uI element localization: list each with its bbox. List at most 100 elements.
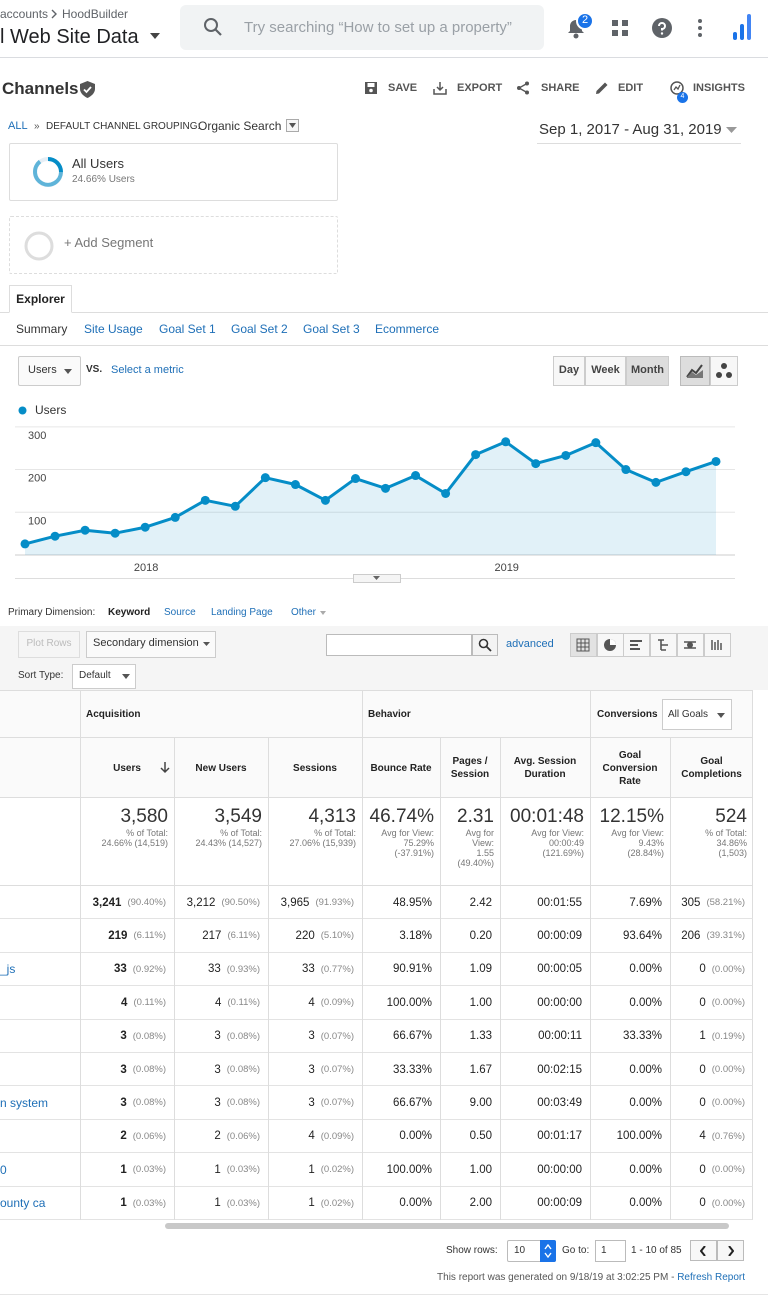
column-header[interactable]: Pages / Session bbox=[450, 756, 490, 780]
plot-rows-button[interactable] bbox=[18, 631, 80, 658]
icon-part bbox=[658, 22, 666, 31]
breadcrumb[interactable]: accounts bbox=[0, 6, 49, 21]
total-detail: % of Total: bbox=[126, 828, 168, 838]
generated-note: This report was generated on 9/18/19 at … bbox=[437, 1272, 745, 1283]
table-row bbox=[0, 1119, 753, 1154]
action-icon[interactable] bbox=[364, 81, 378, 95]
subtab[interactable]: Summary bbox=[16, 321, 68, 336]
row-name[interactable]: 0 bbox=[0, 1162, 7, 1177]
search-box[interactable] bbox=[180, 5, 544, 50]
column-header[interactable]: Sessions bbox=[293, 762, 337, 774]
icon-part bbox=[700, 1246, 706, 1256]
dimension-option[interactable]: Source bbox=[164, 606, 196, 618]
action-button[interactable]: SHARE bbox=[541, 82, 580, 95]
subtab[interactable]: Goal Set 1 bbox=[159, 321, 216, 336]
goto-value: 1 bbox=[601, 1244, 607, 1256]
subtab[interactable]: Site Usage bbox=[84, 321, 143, 336]
advanced-link[interactable]: advanced bbox=[506, 638, 554, 651]
icon-part bbox=[33, 157, 63, 187]
data-cell: 0.00% bbox=[590, 986, 670, 1019]
total-detail: Avg for View: bbox=[531, 828, 584, 838]
path-link[interactable]: ALL bbox=[8, 120, 28, 133]
column-header[interactable]: New Users bbox=[195, 762, 247, 774]
subtab[interactable]: Goal Set 2 bbox=[231, 321, 288, 336]
chart-type-line[interactable] bbox=[680, 356, 710, 386]
action-button[interactable]: SAVE bbox=[388, 82, 418, 95]
totals-row bbox=[0, 798, 753, 886]
action-icon[interactable] bbox=[595, 81, 609, 95]
action-button[interactable]: INSIGHTS bbox=[693, 82, 745, 95]
column-header[interactable]: Avg. Session Duration bbox=[513, 756, 577, 780]
help-icon[interactable] bbox=[652, 18, 672, 38]
path-dropdown-arrow bbox=[289, 123, 296, 128]
cell-percent: (58.21%) bbox=[706, 897, 745, 908]
icon-part bbox=[64, 369, 72, 374]
dimension-option[interactable]: Landing Page bbox=[211, 606, 273, 618]
column-header[interactable]: Goal Completions bbox=[681, 756, 742, 780]
add-segment-card[interactable] bbox=[9, 216, 338, 274]
apps-icon[interactable] bbox=[612, 20, 628, 36]
column-divider bbox=[670, 1186, 671, 1220]
data-cell: 33 (0.77%) bbox=[268, 953, 362, 986]
action-button[interactable]: EDIT bbox=[618, 82, 644, 95]
column-header[interactable]: Goal Conversion Rate bbox=[602, 749, 658, 787]
refresh-link[interactable]: Refresh Report bbox=[677, 1272, 745, 1283]
h-scrollbar[interactable] bbox=[165, 1223, 729, 1229]
period-button[interactable] bbox=[585, 356, 626, 386]
cell-percent: (0.11%) bbox=[133, 997, 166, 1009]
column-header[interactable]: Bounce Rate bbox=[370, 762, 432, 774]
date-range[interactable]: Sep 1, 2017 - Aug 31, 2019 bbox=[539, 120, 722, 138]
column-divider bbox=[174, 1053, 175, 1087]
icon-part bbox=[716, 363, 732, 378]
metric-select[interactable] bbox=[18, 356, 81, 386]
cell-value: 0 bbox=[699, 1063, 706, 1076]
legend-label: Users bbox=[35, 402, 67, 417]
secondary-dimension[interactable] bbox=[86, 631, 216, 658]
next-page[interactable] bbox=[717, 1240, 744, 1261]
segment-card[interactable] bbox=[9, 143, 338, 201]
cell-value: 4 bbox=[699, 1130, 706, 1143]
cell-value: 1 bbox=[214, 1163, 221, 1176]
cell-value: 4 bbox=[215, 996, 222, 1009]
action-button[interactable]: EXPORT bbox=[457, 82, 503, 95]
period-button[interactable] bbox=[553, 356, 585, 386]
total-detail: 9.43% bbox=[638, 838, 664, 848]
column-divider bbox=[174, 1119, 175, 1154]
total-detail: 34.86% bbox=[716, 838, 747, 848]
sort-label: Sort Type: bbox=[18, 669, 64, 681]
action-icon[interactable] bbox=[516, 81, 530, 95]
action-icon[interactable] bbox=[433, 81, 447, 95]
period-button[interactable] bbox=[626, 356, 669, 386]
row-name[interactable]: _js bbox=[0, 962, 16, 977]
point bbox=[50, 531, 60, 541]
breadcrumb[interactable]: HoodBuilder bbox=[62, 6, 129, 21]
subtab[interactable]: Ecommerce bbox=[375, 321, 440, 336]
dimension-option[interactable]: Other bbox=[291, 606, 317, 618]
cell-value: 0.00% bbox=[629, 1096, 662, 1109]
icon-part bbox=[658, 639, 669, 651]
view-name[interactable]: l Web Site Data bbox=[0, 25, 139, 48]
column-header[interactable]: Users bbox=[113, 762, 141, 774]
table-search[interactable] bbox=[326, 634, 472, 656]
point bbox=[471, 450, 481, 460]
cell-value: 00:00:00 bbox=[537, 1163, 582, 1176]
dimension-option[interactable]: Keyword bbox=[108, 606, 151, 618]
point bbox=[711, 456, 721, 466]
y-tick-label: 300 bbox=[28, 430, 46, 442]
select-metric[interactable]: Select a metric bbox=[111, 364, 184, 377]
goto-input[interactable] bbox=[595, 1240, 626, 1262]
more-icon[interactable] bbox=[698, 18, 702, 38]
cell-value: 0.00% bbox=[629, 963, 662, 976]
add-segment[interactable]: + Add Segment bbox=[64, 234, 154, 250]
total-detail: (49.40%) bbox=[457, 858, 494, 868]
row-name[interactable]: n system bbox=[0, 1095, 49, 1110]
cell-value: 0.20 bbox=[469, 929, 492, 942]
prev-page[interactable] bbox=[690, 1240, 717, 1261]
subtab[interactable]: Goal Set 3 bbox=[303, 321, 360, 336]
cell-percent: (0.02%) bbox=[320, 1197, 354, 1209]
row-name[interactable]: ounty ca bbox=[0, 1196, 46, 1211]
column-divider bbox=[80, 1153, 81, 1187]
view-toggle[interactable] bbox=[570, 633, 597, 657]
chart-type-motion[interactable] bbox=[710, 356, 738, 386]
explorer-tab[interactable] bbox=[9, 285, 72, 313]
